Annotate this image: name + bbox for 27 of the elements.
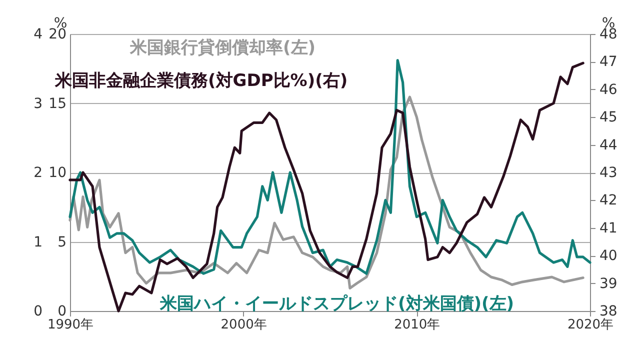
y3-tick-label: 10: [48, 165, 66, 181]
y2-tick-label: 40: [600, 248, 618, 264]
y2-tick-label: 43: [600, 165, 618, 181]
x-tick-label: 2010年: [394, 318, 440, 332]
x-tick-label: 1990年: [47, 318, 94, 332]
y-tick-label: 2: [34, 165, 42, 181]
text: 米国銀行貸倒償却率(左): [129, 38, 316, 58]
y-tick-label: 1: [34, 234, 42, 250]
y2-tick-label: 41: [600, 220, 618, 236]
series-label: 米国ハイ・イールドスプレッド(対米国債)(左): [159, 294, 514, 314]
x-tick-label: 2000年: [220, 318, 267, 332]
y-tick-label: 0: [34, 304, 42, 320]
text: 米国非金融企業債務(対GDP比%)(右): [54, 71, 348, 91]
y2-tick-label: 46: [600, 82, 618, 98]
y2-tick-label: 39: [600, 276, 618, 292]
y-tick-label: 4: [34, 26, 43, 42]
y2-tick-label: 38: [600, 304, 618, 320]
y2-tick-label: 42: [600, 192, 618, 209]
y2-tick-label: 44: [600, 137, 618, 154]
y3-tick-label: 0: [58, 304, 66, 320]
y2-tick-label: 47: [600, 54, 618, 70]
y2-tick-label: 45: [600, 110, 618, 126]
y3-tick-label: 15: [48, 96, 66, 112]
x-tick-label: 2020年: [567, 318, 614, 332]
line-series: [68, 96, 584, 290]
y3-tick-label: 5: [58, 234, 66, 250]
y-tick-label: 3: [34, 96, 42, 112]
